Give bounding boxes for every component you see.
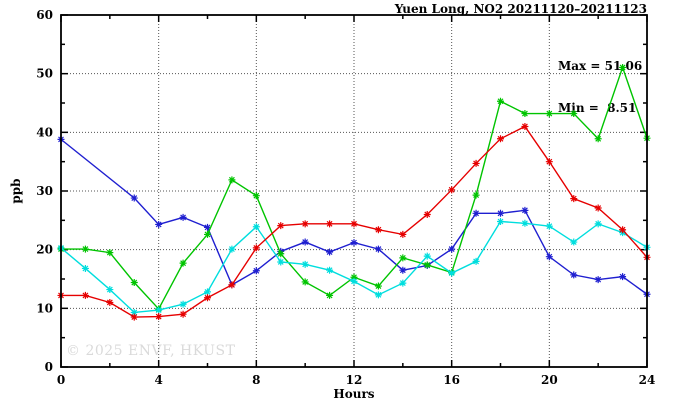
x-tick-label: 20 — [541, 373, 558, 387]
x-tick-label: 0 — [57, 373, 65, 387]
min-value-label: Min = 8.51 — [558, 101, 637, 115]
series-green-points — [57, 63, 651, 313]
y-tick-label: 10 — [36, 301, 53, 315]
x-tick-label: 16 — [443, 373, 460, 387]
y-tick-label: 0 — [45, 360, 53, 374]
series-red-points — [57, 122, 651, 321]
x-tick-label: 12 — [346, 373, 363, 387]
x-tick-label: 8 — [252, 373, 260, 387]
series-cyan-points — [57, 218, 651, 316]
x-tick-label: 24 — [639, 373, 656, 387]
x-tick-label: 4 — [154, 373, 162, 387]
y-tick-label: 30 — [36, 184, 53, 198]
x-axis-label: Hours — [333, 387, 375, 401]
y-tick-label: 60 — [36, 8, 53, 22]
y-tick-label: 50 — [36, 67, 53, 81]
maxmin-annotation: Max = 51.06 Min = 8.51 — [558, 31, 642, 143]
y-tick-label: 40 — [36, 125, 53, 139]
chart-title: Yuen Long, NO2 20211120–20211123 — [394, 2, 647, 16]
y-tick-label: 20 — [36, 243, 53, 257]
series-green-line — [61, 65, 648, 311]
plot-border — [60, 14, 648, 368]
watermark: © 2025 ENVF, HKUST — [66, 343, 236, 359]
